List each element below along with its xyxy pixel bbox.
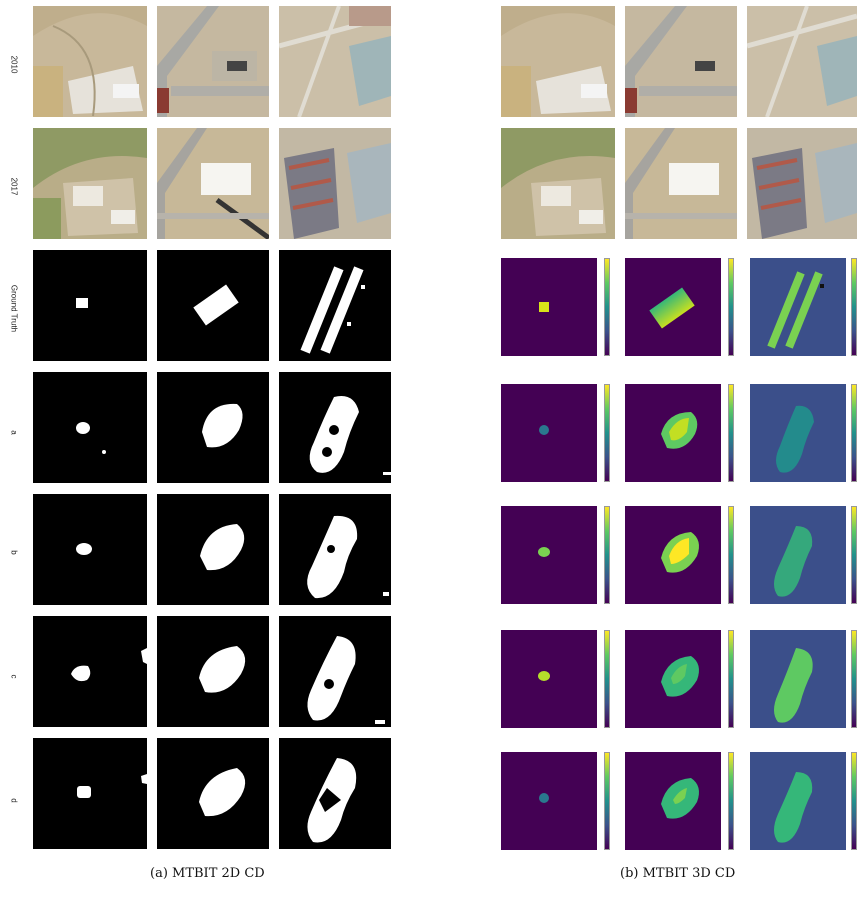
pred-b-mask-3 <box>279 494 391 605</box>
pred-a-mask-2 <box>157 372 269 483</box>
colorbar-gt-2 <box>728 258 734 356</box>
gt-heatmap-1 <box>501 258 597 356</box>
pred-d-mask-2 <box>157 738 269 849</box>
aerial-2010-3d-tile-3 <box>747 6 857 117</box>
pred-c-mask-1 <box>33 616 147 727</box>
pred-d-heatmap-2 <box>625 752 721 850</box>
pred-b-heatmap-3 <box>750 506 846 604</box>
colorbar-b-1 <box>604 506 610 604</box>
pred-b-heatmap-2 <box>625 506 721 604</box>
pred-d-mask-1 <box>33 738 147 849</box>
pred-a-heatmap-2 <box>625 384 721 482</box>
pred-b-mask-1 <box>33 494 147 605</box>
colorbar-d-2 <box>728 752 734 850</box>
aerial-2010-tile-3 <box>279 6 391 117</box>
pred-a-mask-3 <box>279 372 391 483</box>
colorbar-gt-3 <box>851 258 857 356</box>
caption-left: (a) MTBIT 2D CD <box>150 866 265 881</box>
pred-a-mask-1 <box>33 372 147 483</box>
caption-right: (b) MTBIT 3D CD <box>620 866 736 881</box>
aerial-2010-tile-2 <box>157 6 269 117</box>
colorbar-c-1 <box>604 630 610 728</box>
pred-d-heatmap-1 <box>501 752 597 850</box>
pred-c-mask-3 <box>279 616 391 727</box>
row-label-2017: 2017 <box>9 177 19 196</box>
aerial-2017-tile-2 <box>157 128 269 239</box>
gt-heatmap-2 <box>625 258 721 356</box>
colorbar-gt-1 <box>604 258 610 356</box>
aerial-2017-3d-tile-1 <box>501 128 615 239</box>
row-label-c: c <box>9 674 19 679</box>
row-label-d: d <box>9 798 19 803</box>
gt-mask-1 <box>33 250 147 361</box>
row-label-b: b <box>9 550 19 555</box>
pred-c-heatmap-1 <box>501 630 597 728</box>
pred-a-heatmap-1 <box>501 384 597 482</box>
gt-heatmap-3 <box>750 258 846 356</box>
gt-mask-2 <box>157 250 269 361</box>
aerial-2010-tile-1 <box>33 6 147 117</box>
aerial-2017-3d-tile-3 <box>747 128 857 239</box>
gt-mask-3 <box>279 250 391 361</box>
pred-d-mask-3 <box>279 738 391 849</box>
pred-a-heatmap-3 <box>750 384 846 482</box>
pred-c-mask-2 <box>157 616 269 727</box>
colorbar-d-1 <box>604 752 610 850</box>
row-label-ground-truth: Ground Truth <box>9 284 19 333</box>
pred-b-heatmap-1 <box>501 506 597 604</box>
aerial-2017-tile-3 <box>279 128 391 239</box>
aerial-2017-3d-tile-2 <box>625 128 737 239</box>
aerial-2010-3d-tile-1 <box>501 6 615 117</box>
colorbar-c-3 <box>851 630 857 728</box>
colorbar-b-2 <box>728 506 734 604</box>
colorbar-c-2 <box>728 630 734 728</box>
row-label-a: a <box>9 430 19 435</box>
colorbar-d-3 <box>851 752 857 850</box>
aerial-2010-3d-tile-2 <box>625 6 737 117</box>
colorbar-b-3 <box>851 506 857 604</box>
pred-d-heatmap-3 <box>750 752 846 850</box>
colorbar-a-3 <box>851 384 857 482</box>
pred-b-mask-2 <box>157 494 269 605</box>
pred-c-heatmap-3 <box>750 630 846 728</box>
aerial-2017-tile-1 <box>33 128 147 239</box>
colorbar-a-1 <box>604 384 610 482</box>
colorbar-a-2 <box>728 384 734 482</box>
row-label-2010: 2010 <box>9 55 19 74</box>
pred-c-heatmap-2 <box>625 630 721 728</box>
